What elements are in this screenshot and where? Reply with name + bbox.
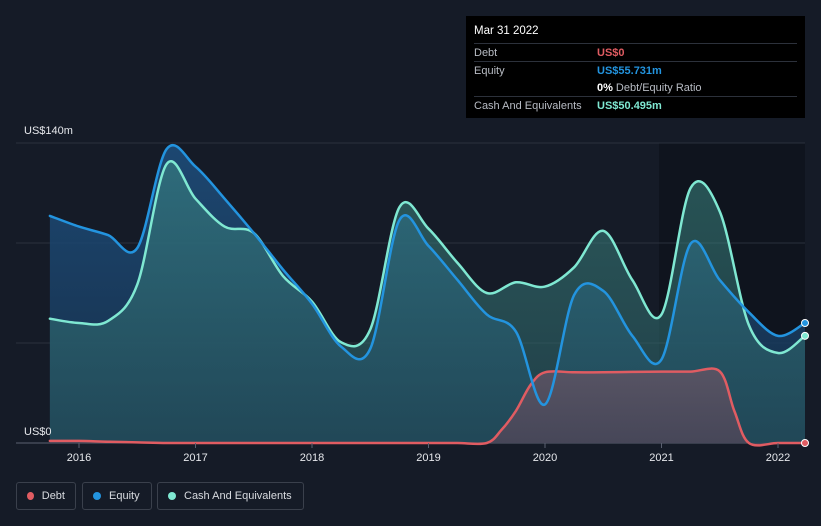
x-tick-label: 2017 [183,452,207,464]
x-tick-label: 2019 [416,452,440,464]
data-tooltip: Mar 31 2022 Debt US$0 Equity US$55.731m … [466,16,805,118]
legend-debt-swatch [27,492,34,500]
x-tick-label: 2016 [67,452,91,464]
tooltip-equity-value: US$55.731m [597,64,662,77]
series-endpoints [801,319,809,447]
tooltip-ratio-label: Debt/Equity Ratio [615,81,702,94]
debt-area [49,368,805,446]
debt-line [48,367,807,447]
x-axis: 2016 2017 2018 2019 2020 2021 2022 [67,443,790,464]
cash-and-equivalents-line [48,160,807,355]
x-tick-label: 2021 [649,452,673,464]
debt-end-point [801,439,809,447]
tooltip-debt-value: US$0 [597,46,625,59]
tooltip-equity-label: Equity [474,64,505,77]
tooltip-cash-label: Cash And Equivalents [474,99,582,112]
x-tick-label: 2022 [766,452,790,464]
series-areas [49,145,805,446]
legend-equity-swatch [93,492,101,500]
legend-equity-label: Equity [109,490,140,502]
equity-end-point [801,319,809,327]
cash-and-equivalents-end-point [801,331,809,340]
y-axis: US$140m US$0 [24,125,73,438]
series-lines [48,144,807,447]
tooltip-date: Mar 31 2022 [474,25,539,37]
x-tick-label: 2020 [533,452,557,464]
legend-item-debt[interactable]: Debt [16,482,76,510]
y-tick-label: US$0 [24,426,52,438]
tooltip-debt-label: Debt [474,46,498,59]
legend-debt-label: Debt [41,490,65,502]
tooltip-ratio-value: 0% [597,81,613,94]
y-tick-label: US$140m [24,125,73,137]
legend-item-cash[interactable]: Cash And Equivalents [157,482,304,510]
legend-cash-swatch [168,492,176,500]
legend-cash-label: Cash And Equivalents [184,490,292,502]
legend-item-equity[interactable]: Equity [82,482,152,510]
x-tick-label: 2018 [300,452,324,464]
equity-line [48,144,807,406]
tooltip-cash-value: US$50.495m [597,99,662,112]
